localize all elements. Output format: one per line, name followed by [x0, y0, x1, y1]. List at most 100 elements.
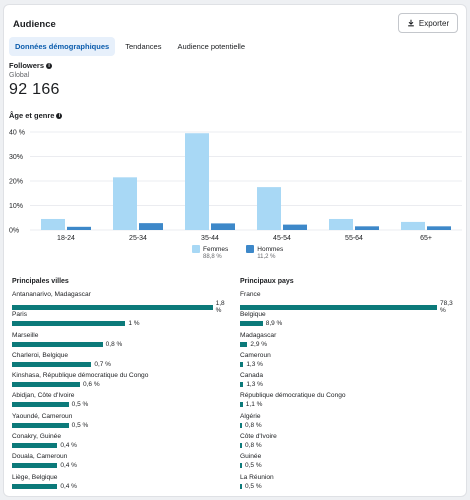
bar-femmes-55-64 [329, 218, 353, 230]
legend-swatch-hommes [246, 245, 255, 253]
list-item-value: 0,5 % [245, 482, 262, 490]
list-item-bar [12, 483, 58, 489]
list-item: Charleroi, Belgique 0,7 % [12, 352, 232, 372]
list-item-label: Côte d'Ivoire [240, 433, 277, 441]
list-item-bar [12, 382, 80, 388]
list-item-label: Algérie [240, 412, 261, 420]
list-item: Guinée 0,5 % [240, 453, 460, 473]
followers-subtitle: Global [9, 72, 30, 79]
list-item: Algérie 0,8 % [240, 413, 460, 433]
list-item-label: Antananarivo, Madagascar [12, 291, 91, 298]
list-item: Liège, Belgique 0,4 % [12, 474, 232, 494]
list-item-label: Charleroi, Belgique [12, 351, 69, 359]
list-item: Cameroun 1,3 % [240, 352, 460, 372]
list-item-value: 0,8 % [105, 340, 123, 348]
list-item-bar [240, 361, 244, 367]
list-item-label: Canada [240, 372, 264, 380]
y-tick-label: 30% [9, 154, 23, 161]
legend-pct-hommes: 11,2 % [257, 254, 276, 260]
bar-femmes-35-44 [185, 133, 209, 230]
list-item-value: 1,3 % [246, 360, 263, 368]
list-item-bar [12, 422, 69, 428]
list-item-value: 1 % [128, 320, 140, 328]
age-gender-title: Âge et genre i [9, 111, 63, 120]
tab-trends[interactable]: Tendances [125, 42, 162, 51]
list-item-value: 0,6 % [83, 381, 100, 389]
list-item: République démocratique du Congo 1,1 % [240, 392, 460, 412]
list-item-value: 0,4 % [60, 442, 77, 450]
list-item-label: Douala, Cameroun [12, 453, 68, 461]
list-item: Paris 1 % [12, 311, 232, 331]
list-item-value: 0,8 % [245, 421, 262, 429]
bar-hommes-55-64 [355, 226, 379, 230]
age-gender-chart: 0% 10% 20% 30% 40 % 18-24 25-34 35-44 45-54 55-64… [9, 130, 462, 242]
cities-title: Principales villes [12, 278, 69, 285]
list-item: Kinshasa, République démocratique du Con… [12, 372, 232, 392]
x-tick-label: 65+ [420, 235, 432, 242]
countries-title: Principaux pays [240, 278, 294, 285]
list-item: Canada 1,3 % [240, 372, 460, 392]
list-item: France 78,3 % [240, 291, 460, 314]
list-item-value: 0,7 % [94, 360, 111, 368]
list-item-bar [240, 443, 243, 449]
list-item-label: Yaoundé, Cameroun [12, 412, 73, 420]
list-item-bar [240, 341, 248, 347]
list-item: Douala, Cameroun 0,4 % [12, 453, 232, 473]
tab-demographics[interactable]: Données démographiques [9, 37, 116, 56]
y-tick-label: 20% [9, 179, 23, 186]
list-item: Antananarivo, Madagascar 1,8 % [12, 291, 232, 314]
list-item-label: La Réunion [240, 473, 274, 481]
bar-hommes-25-34 [139, 223, 163, 230]
top-cities: Principales villes Antananarivo, Madagas… [12, 278, 232, 494]
countries-list: France 78,3 % Belgique 8,9 % Madagascar 2,9 %… [240, 291, 460, 494]
export-button[interactable]: Exporter [398, 13, 458, 33]
list-item-value: 0,4 % [60, 462, 77, 470]
list-item-bar [12, 341, 103, 347]
bar-femmes-25-34 [113, 177, 137, 230]
list-item-label: Paris [12, 311, 28, 319]
bar-hommes-45-54 [283, 224, 307, 230]
list-item: Conakry, Guinée 0,4 % [12, 433, 232, 453]
list-item-label: République démocratique du Congo [240, 392, 346, 400]
list-item-label: Liège, Belgique [12, 473, 58, 481]
tab-potential-audience[interactable]: Audience potentielle [177, 42, 246, 51]
list-item-value: 2,9 % [250, 340, 268, 348]
bar-hommes-35-44 [211, 223, 235, 230]
list-item-bar [12, 361, 92, 367]
y-tick-label: 40 % [9, 130, 25, 137]
bar-femmes-65+ [401, 221, 425, 230]
x-tick-label: 25-34 [129, 235, 147, 242]
list-item-value: 1,1 % [245, 401, 263, 409]
top-countries: Principaux pays France 78,3 % Belgique 8,9 … [240, 278, 460, 494]
list-item-bar [12, 321, 126, 327]
list-item-value: 8,9 % [265, 320, 283, 328]
list-item-label: France [240, 291, 261, 298]
legend-label-femmes: Femmes [203, 245, 229, 253]
list-item-bar [240, 382, 244, 388]
list-item-value: 0,5 % [245, 462, 262, 470]
list-item-bar [240, 304, 438, 310]
legend-item-femmes: Femmes 88,8 % [192, 245, 228, 260]
bar-femmes-18-24 [41, 218, 65, 230]
list-item-label: Cameroun [240, 351, 271, 359]
list-item-label: Kinshasa, République démocratique du Con… [12, 372, 149, 380]
bar-hommes-18-24 [67, 226, 91, 230]
list-item-value: 0,4 % [60, 482, 77, 490]
download-icon [408, 19, 414, 27]
info-icon[interactable]: i [56, 112, 63, 119]
export-label: Exporter [418, 18, 450, 28]
info-icon[interactable]: i [46, 62, 53, 69]
list-item-label: Belgique [240, 311, 266, 319]
y-tick-label: 10% [9, 203, 23, 210]
list-item-bar [240, 402, 243, 408]
age-gender-title-label: Âge et genre [9, 111, 55, 120]
list-item: Yaoundé, Cameroun 0,5 % [12, 413, 232, 433]
list-item-bar [12, 463, 58, 469]
legend-swatch-femmes [192, 245, 200, 253]
list-item-bar [240, 483, 242, 489]
legend-pct-femmes: 88,8 % [203, 254, 222, 260]
chart-legend: Femmes 88,8 % Hommes 11,2 % [192, 245, 283, 260]
list-item-value: 78,3 % [440, 300, 453, 314]
followers-title: Followers i [9, 61, 53, 70]
list-item-value: 0,5 % [71, 401, 89, 409]
